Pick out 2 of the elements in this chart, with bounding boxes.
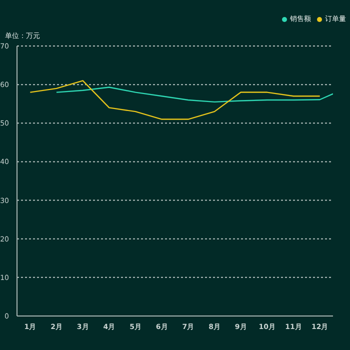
line-series: [30, 80, 320, 120]
line-series: [56, 86, 333, 103]
